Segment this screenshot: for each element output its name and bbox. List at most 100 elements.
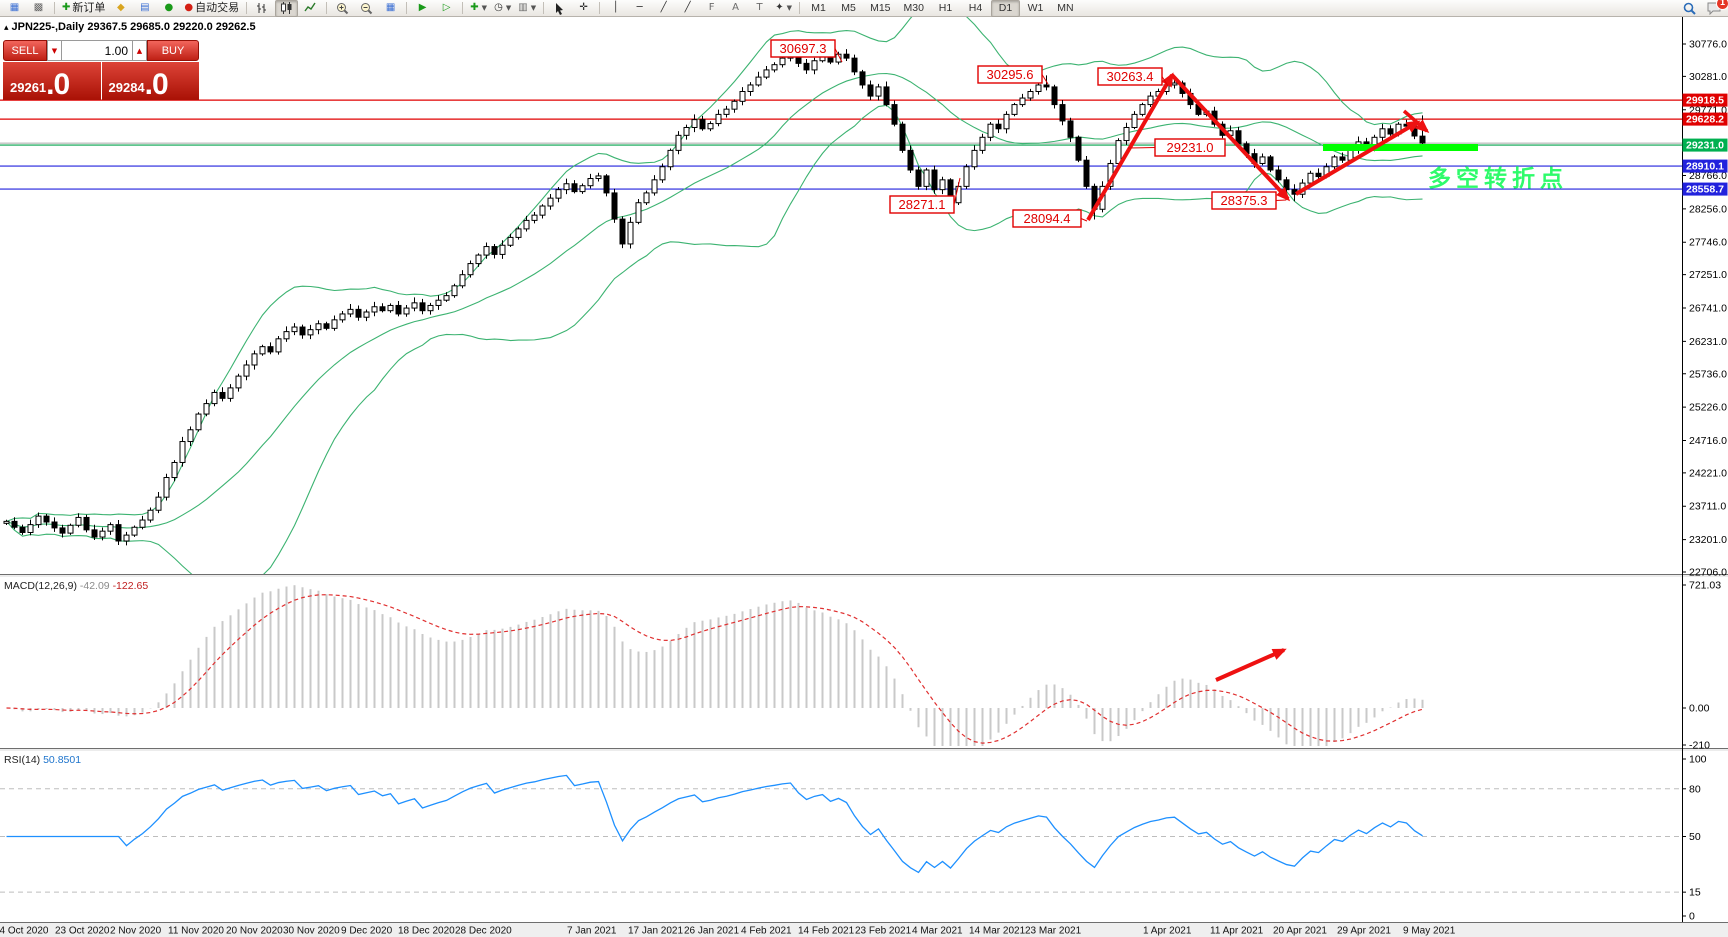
- timeframe-d1[interactable]: D1: [990, 0, 1020, 17]
- date-label: 23 Oct 2020: [55, 926, 110, 937]
- timeframe-m1[interactable]: M1: [811, 1, 826, 14]
- chart-background: [0, 17, 1728, 922]
- new-order-button[interactable]: ✚ 新订单: [62, 1, 106, 14]
- candlestick-icon[interactable]: [275, 0, 299, 17]
- horizontal-line-icon[interactable]: ─: [636, 2, 643, 13]
- volume-decrease-button[interactable]: ▼: [47, 40, 62, 61]
- templates-icon[interactable]: ▥ ▼: [518, 2, 537, 13]
- timeframe-h1[interactable]: H1: [938, 1, 953, 14]
- ask-price-dec: .0: [144, 68, 169, 101]
- price-label-28375.3[interactable]: [1211, 191, 1277, 210]
- svg-text:27251.0: 27251.0: [1689, 269, 1727, 281]
- svg-text:30295.6: 30295.6: [987, 67, 1034, 82]
- trendline-icon[interactable]: ╱: [660, 2, 667, 13]
- svg-text:28766.0: 28766.0: [1689, 170, 1727, 182]
- zoom-out-icon[interactable]: [355, 0, 378, 17]
- toolbar-separator: [599, 2, 601, 14]
- date-label: 17 Jan 2021: [628, 926, 683, 937]
- search-icon[interactable]: [1678, 0, 1701, 17]
- svg-text:28094.4: 28094.4: [1024, 211, 1071, 226]
- text-icon[interactable]: A: [732, 2, 740, 13]
- timeframe-mn[interactable]: MN: [1057, 1, 1074, 14]
- svg-text:0: 0: [1689, 911, 1695, 923]
- svg-text:24221.0: 24221.0: [1689, 467, 1727, 479]
- trend-arrow-3[interactable]: [1294, 120, 1421, 196]
- autotrading-button[interactable]: ● 自动交易: [184, 1, 240, 14]
- svg-text:25226.0: 25226.0: [1689, 402, 1727, 414]
- price-label-30263.4[interactable]: [1097, 67, 1163, 86]
- publish-icon[interactable]: ▤: [140, 2, 150, 13]
- channel-icon[interactable]: F: [708, 2, 715, 13]
- volume-increase-button[interactable]: ▲: [132, 40, 147, 61]
- svg-text:22706.0: 22706.0: [1689, 567, 1727, 579]
- line-chart-icon[interactable]: [299, 0, 322, 17]
- auto-scroll-icon[interactable]: ▶: [418, 2, 427, 13]
- svg-text:28256.0: 28256.0: [1689, 203, 1727, 215]
- annotation-text[interactable]: 多空转折点: [1428, 165, 1568, 191]
- date-label: 2 Nov 2020: [110, 926, 162, 937]
- tile-windows-icon[interactable]: ▦: [385, 2, 396, 13]
- volume-input[interactable]: 1.00: [62, 40, 132, 61]
- rsi-label: RSI(14) 50.8501: [4, 754, 81, 766]
- crosshair-icon[interactable]: ✛: [579, 2, 588, 13]
- rsi-line: [6, 774, 1423, 874]
- label-icon[interactable]: T: [756, 2, 763, 13]
- indicators-icon[interactable]: ✚ ▼: [470, 2, 488, 13]
- toolbar-separator: [462, 2, 464, 14]
- svg-text:28271.1: 28271.1: [899, 197, 946, 212]
- date-label: 14 Mar 2021: [969, 926, 1026, 937]
- news-icon[interactable]: ●: [164, 2, 174, 13]
- price-label-30697.3[interactable]: [770, 39, 836, 58]
- axis-badge-29918.5: [1682, 93, 1728, 107]
- ask-price-button[interactable]: 29284 .0: [101, 62, 199, 101]
- buy-button[interactable]: BUY: [147, 40, 199, 61]
- trend-arrow-2[interactable]: [1170, 73, 1291, 202]
- trend-arrow-4[interactable]: [1402, 109, 1430, 133]
- metaeditor-icon[interactable]: ◆: [117, 2, 125, 13]
- svg-text:29628.2: 29628.2: [1686, 114, 1724, 126]
- chart-shift-icon[interactable]: ▷: [442, 2, 451, 13]
- timeframe-m15[interactable]: M15: [870, 1, 891, 14]
- zoom-in-icon[interactable]: [331, 0, 354, 17]
- timeframe-h4[interactable]: H4: [968, 1, 983, 14]
- toolbar-separator: [326, 2, 328, 14]
- timeframe-m5[interactable]: M5: [841, 1, 856, 14]
- svg-text:30263.4: 30263.4: [1107, 69, 1154, 84]
- date-label: 30 Nov 2020: [283, 926, 340, 937]
- price-label-boxes: 30697.3 30295.6 30263.4 29231.0 28271.1 28094…: [770, 39, 1287, 228]
- price-label-29231.0[interactable]: [1154, 138, 1226, 157]
- price-label-28094.4[interactable]: [1012, 209, 1082, 228]
- date-label: 1 Apr 2021: [1143, 926, 1192, 937]
- date-label: 23 Mar 2021: [1025, 926, 1082, 937]
- bid-price-dec: .0: [46, 68, 70, 101]
- cursor-icon[interactable]: [548, 0, 571, 17]
- axis-badge-29231: [1682, 138, 1728, 152]
- highlight-bar[interactable]: [1323, 144, 1478, 151]
- date-label: 20 Nov 2020: [226, 926, 283, 937]
- price-label-30295.6[interactable]: [977, 65, 1043, 84]
- timeframe-w1[interactable]: W1: [1027, 1, 1044, 14]
- date-label: 11 Nov 2020: [168, 926, 224, 937]
- new-chart-icon[interactable]: ▦: [9, 2, 20, 13]
- periods-icon[interactable]: ◷ ▼: [494, 2, 512, 13]
- profiles-icon[interactable]: ▩: [33, 2, 44, 13]
- arrows-icon[interactable]: ✦ ▼: [775, 2, 792, 13]
- axes: [0, 17, 1728, 923]
- svg-text:26231.0: 26231.0: [1689, 336, 1727, 348]
- svg-text:15: 15: [1689, 887, 1701, 899]
- bid-price-button[interactable]: 29261 .0: [3, 62, 101, 100]
- chat-icon[interactable]: 1: [1702, 0, 1728, 17]
- timeframe-m30[interactable]: M30: [903, 1, 924, 14]
- trend-arrow-5[interactable]: [1215, 648, 1287, 682]
- sell-button[interactable]: SELL: [3, 40, 47, 61]
- price-label-28271.1[interactable]: [889, 195, 955, 214]
- vertical-line-icon[interactable]: │: [612, 2, 619, 13]
- rsi-panel: [6, 774, 1423, 874]
- svg-text:0.00: 0.00: [1689, 703, 1710, 715]
- fibonacci-icon[interactable]: ╱: [684, 2, 691, 13]
- toolbar-separator: [406, 2, 408, 14]
- bar-chart-icon[interactable]: [251, 0, 274, 17]
